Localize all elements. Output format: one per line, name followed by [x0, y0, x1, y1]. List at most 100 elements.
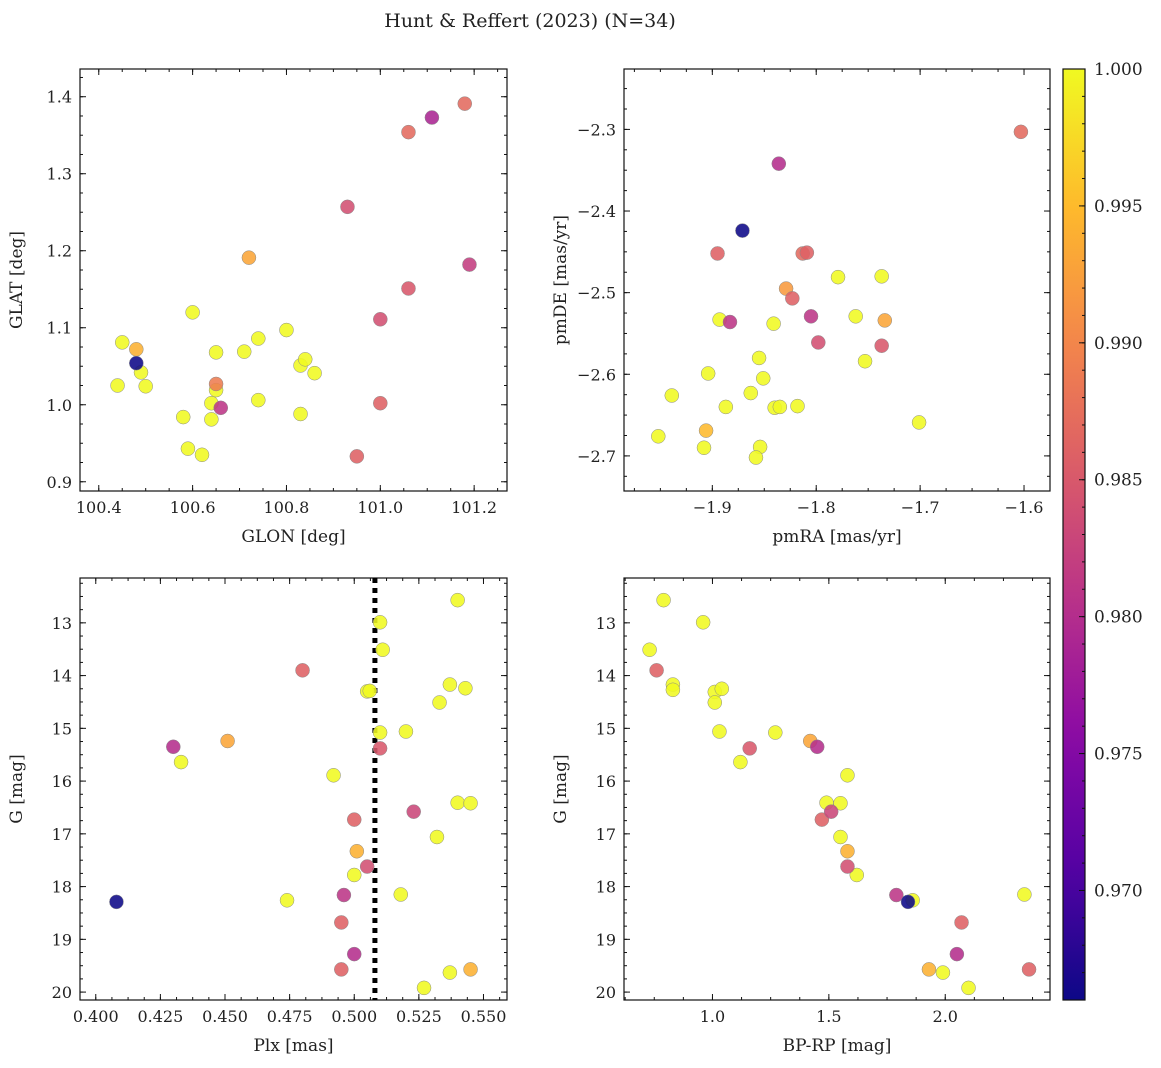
data-point [349, 449, 365, 464]
data-point [462, 257, 477, 272]
data-point [803, 309, 819, 324]
data-point [651, 429, 666, 444]
data-point [110, 378, 125, 393]
data-point [401, 124, 416, 140]
x-tick-label: 0.425 [137, 1007, 183, 1026]
data-point [735, 223, 750, 238]
y-tick-label: 19 [52, 930, 72, 949]
data-point [695, 615, 711, 630]
axes-frame [79, 577, 508, 1001]
colorbar-tick-label: 0.980 [1094, 608, 1143, 628]
y-tick-label: 1.3 [47, 165, 72, 184]
data-point [293, 406, 308, 422]
data-point [362, 683, 377, 699]
data-point [326, 768, 341, 783]
data-point [194, 447, 210, 463]
data-point [712, 724, 727, 739]
data-point [698, 423, 714, 438]
y-tick-label: 0.9 [47, 473, 72, 492]
data-point [279, 893, 295, 908]
figure-title: Hunt & Reffert (2023) (N=34) [384, 10, 676, 32]
y-tick-label: 20 [596, 983, 616, 1002]
x-tick-label: 101.2 [451, 498, 497, 517]
axes-frame [623, 577, 1051, 1001]
x-tick-label: 0.550 [461, 1007, 507, 1026]
data-point [393, 887, 409, 902]
data-point [307, 365, 322, 381]
panel-4: 1.0 1.5 2.0 13 14 15 16 17 18 19 20 BP-RP [mag] G [m… [551, 577, 1051, 1056]
data-point [790, 398, 805, 414]
data-point [424, 110, 440, 125]
colorbar-tick-label: 0.985 [1094, 471, 1143, 491]
y-tick-label: 1.4 [47, 88, 72, 107]
y-tick-label: 19 [596, 930, 616, 949]
colorbar-tick-label: 0.970 [1094, 881, 1143, 901]
y-tick-label: −2.6 [577, 365, 616, 384]
y-tick-label: 13 [596, 614, 616, 633]
data-point [406, 804, 421, 819]
x-tick-label: 100.6 [170, 498, 216, 517]
data-point [961, 980, 976, 996]
data-point [772, 399, 788, 415]
x-axis-label: pmRA [mas/yr] [772, 527, 901, 547]
data-point [297, 352, 313, 367]
x-tick-label: 0.525 [396, 1007, 442, 1026]
y-tick-label: 14 [52, 667, 72, 686]
data-point [346, 867, 362, 883]
data-point [359, 859, 375, 874]
y-tick-label: 15 [596, 719, 616, 738]
data-point [718, 399, 734, 415]
data-point [251, 331, 266, 346]
x-tick-label: −1.9 [693, 498, 732, 517]
x-tick-label: −1.6 [1005, 498, 1044, 517]
data-point [398, 724, 414, 739]
data-point [129, 355, 144, 371]
data-point [849, 867, 865, 883]
data-layer [642, 592, 1037, 996]
y-tick-label: 1.1 [47, 319, 72, 338]
data-point [949, 946, 965, 962]
data-point [814, 812, 830, 827]
x-tick-label: 0.450 [202, 1007, 248, 1026]
x-tick-label: 0.400 [73, 1007, 119, 1026]
colorbar-gradient [1063, 69, 1085, 1000]
y-tick-label: 1.2 [47, 242, 72, 261]
data-point [840, 768, 855, 783]
data-point [755, 371, 771, 386]
x-tick-label: 2.0 [933, 1007, 958, 1026]
data-point [954, 915, 969, 930]
data-point [1013, 124, 1029, 140]
y-tick-label: −2.7 [577, 447, 616, 466]
y-tick-label: −2.3 [577, 120, 616, 139]
colorbar: 0.970 0.975 0.980 0.985 0.990 0.995 1.000 [1062, 60, 1143, 1001]
data-point [109, 894, 124, 910]
data-point [785, 291, 800, 306]
data-point [349, 843, 365, 859]
y-tick-label: 17 [52, 825, 72, 844]
data-point [208, 345, 224, 360]
data-point [241, 250, 257, 265]
data-point [279, 322, 294, 338]
data-point [173, 754, 189, 770]
data-point [450, 795, 465, 810]
data-point [336, 887, 352, 903]
data-point [372, 725, 388, 740]
y-axis-label: G [mag] [551, 754, 571, 823]
data-point [748, 450, 764, 465]
data-point [373, 312, 388, 327]
data-point [334, 915, 349, 930]
colorbar-tick-label: 0.975 [1094, 745, 1143, 765]
x-tick-label: 0.475 [267, 1007, 313, 1026]
data-point [432, 695, 447, 710]
data-point [771, 156, 787, 171]
x-tick-label: 0.500 [331, 1007, 377, 1026]
data-point [649, 663, 664, 678]
data-point [710, 246, 725, 261]
y-tick-label: 17 [596, 825, 616, 844]
x-axis-label: Plx [mas] [253, 1036, 333, 1056]
axes-frame [623, 68, 1051, 492]
data-point [236, 344, 252, 359]
data-point [733, 754, 748, 770]
data-layer [110, 96, 477, 464]
x-tick-label: 100.8 [264, 498, 310, 517]
